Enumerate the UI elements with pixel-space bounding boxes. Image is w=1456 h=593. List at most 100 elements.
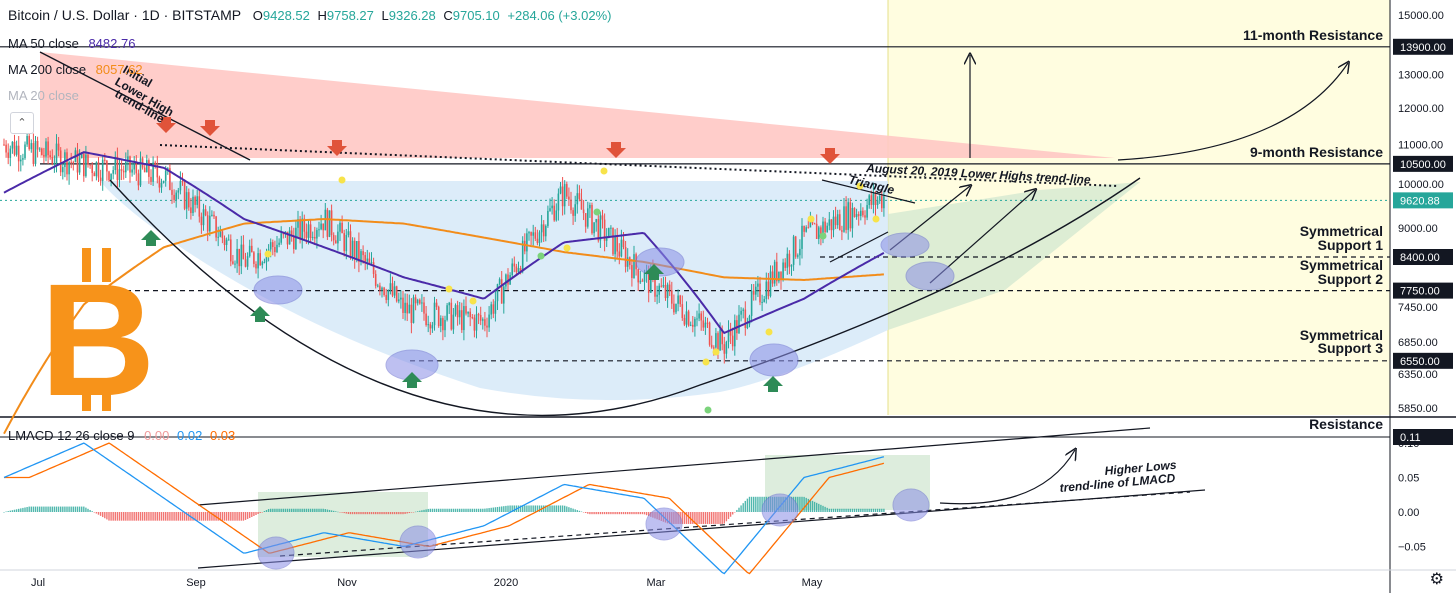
lmacd-histogram-bar: [320, 508, 322, 512]
lmacd-histogram-bar: [7, 511, 9, 512]
candle-body: [826, 225, 828, 233]
candle: [259, 249, 261, 266]
lmacd-histogram-bar: [158, 512, 161, 521]
candle: [553, 199, 555, 222]
candle: [326, 207, 329, 240]
candle: [834, 206, 837, 230]
lmacd-histogram-bar: [196, 512, 198, 521]
candle: [43, 147, 45, 164]
candle-body: [542, 224, 545, 237]
lmacd-histogram-bar: [398, 512, 400, 515]
time-tick-label: May: [802, 577, 823, 589]
triangle-upper-line: [821, 179, 916, 204]
candle: [767, 272, 770, 300]
lmacd-histogram-bar: [839, 508, 841, 512]
ma50-legend[interactable]: MA 50 close 8482.76: [8, 36, 135, 51]
candle: [620, 229, 623, 258]
candle-body: [679, 295, 681, 305]
lmacd-histogram-bar: [246, 512, 249, 519]
lmacd-legend[interactable]: LMACD 12 26 close 9 0.00 0.02 0.03: [8, 428, 235, 443]
candle: [7, 143, 9, 165]
candle: [860, 203, 862, 221]
lmacd-histogram-bar: [309, 508, 312, 512]
lmacd-histogram-bar: [425, 509, 427, 512]
candle: [574, 195, 576, 222]
lmacd-histogram-bar: [753, 496, 755, 512]
candle: [868, 193, 870, 209]
candle-body: [656, 294, 658, 297]
ma200-legend[interactable]: MA 200 close 8057.62: [8, 62, 143, 77]
lmacd-histogram-bar: [207, 512, 209, 521]
candle: [456, 300, 459, 326]
lmacd-histogram-bar: [391, 512, 394, 515]
candle-body: [626, 257, 629, 267]
candle: [593, 222, 595, 237]
ohlc-high: 9758.27: [326, 8, 374, 23]
settings-gear-icon[interactable]: ⚙: [1429, 571, 1444, 588]
candle: [484, 311, 486, 332]
candle: [498, 277, 501, 286]
ohlc-low-label: L: [381, 8, 389, 23]
candle-body: [572, 210, 574, 216]
candle-body: [326, 209, 329, 237]
candle-body: [759, 283, 761, 303]
candle-body: [698, 313, 700, 319]
candle-body: [582, 209, 585, 214]
lmacd-histogram-bar: [685, 512, 688, 524]
candle-body: [116, 156, 119, 181]
collapse-legend-button[interactable]: ⌃: [10, 112, 34, 134]
ohlc-open: 9428.52: [262, 8, 310, 23]
candle-body: [755, 286, 757, 295]
candle: [45, 138, 47, 162]
lmacd-histogram-bar: [459, 508, 461, 512]
lmacd-histogram-bar: [286, 508, 289, 512]
lmacd-histogram-bar: [108, 512, 110, 521]
candle-body: [500, 279, 503, 304]
candle: [34, 136, 37, 167]
lmacd-histogram-bar: [572, 508, 574, 512]
candle-body: [108, 171, 110, 180]
candle-body: [7, 152, 9, 158]
candle: [62, 162, 64, 180]
candle-body: [456, 305, 459, 318]
signal-dot-yellow: [264, 250, 272, 258]
price-tick-label: 7450.00: [1398, 302, 1438, 314]
candle: [393, 280, 396, 299]
lmacd-histogram-bar: [400, 512, 402, 515]
lmacd-histogram-bar: [683, 512, 686, 524]
lmacd-histogram-bar: [282, 508, 284, 512]
candle: [679, 294, 681, 308]
signal-dot-green: [704, 406, 712, 414]
bitcoin-logo-bar: [82, 248, 91, 282]
lmacd-histogram-bar: [580, 511, 583, 513]
candle-body: [404, 302, 406, 313]
lmacd-histogram-bar: [341, 512, 343, 513]
candle-body: [391, 283, 394, 296]
candle: [99, 169, 102, 186]
candle-body: [15, 145, 18, 155]
lmacd-histogram-bar: [419, 510, 421, 512]
lmacd-touch-ellipse: [399, 525, 437, 559]
candle: [11, 141, 14, 154]
lmacd-histogram-bar: [70, 506, 72, 512]
lmacd-histogram-bar: [330, 510, 333, 512]
lmacd-histogram-bar: [62, 506, 64, 512]
lmacd-histogram-bar: [97, 512, 100, 515]
lmacd-histogram-bar: [396, 512, 398, 515]
lmacd-histogram-bar: [759, 496, 761, 512]
ma200-value: 8057.62: [95, 62, 143, 77]
lmacd-histogram-bar: [627, 512, 629, 515]
price-level-box: [1393, 282, 1453, 299]
lmacd-histogram-bar: [429, 508, 431, 512]
lmacd-histogram-bar: [181, 512, 184, 521]
candle-body: [851, 207, 854, 229]
lmacd-histogram-bar: [614, 512, 616, 515]
ma20-legend[interactable]: MA 20 close: [8, 88, 79, 103]
lmacd-histogram-bar: [438, 508, 440, 512]
candle-body: [442, 318, 444, 331]
candle: [427, 315, 429, 333]
candle-body: [131, 169, 133, 173]
price-tick-label: 6850.00: [1398, 337, 1438, 349]
candle-body: [156, 165, 159, 178]
